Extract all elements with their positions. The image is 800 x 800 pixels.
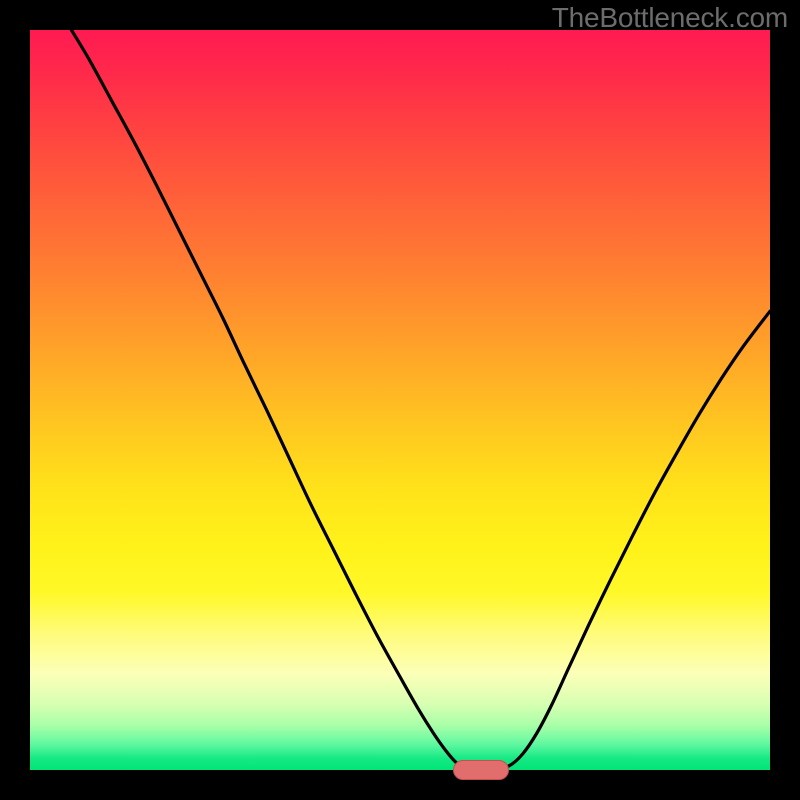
bottleneck-curve xyxy=(71,30,770,770)
optimal-marker xyxy=(453,760,509,780)
watermark-text: TheBottleneck.com xyxy=(552,2,788,34)
curve-layer xyxy=(0,0,800,800)
chart-frame: TheBottleneck.com xyxy=(0,0,800,800)
